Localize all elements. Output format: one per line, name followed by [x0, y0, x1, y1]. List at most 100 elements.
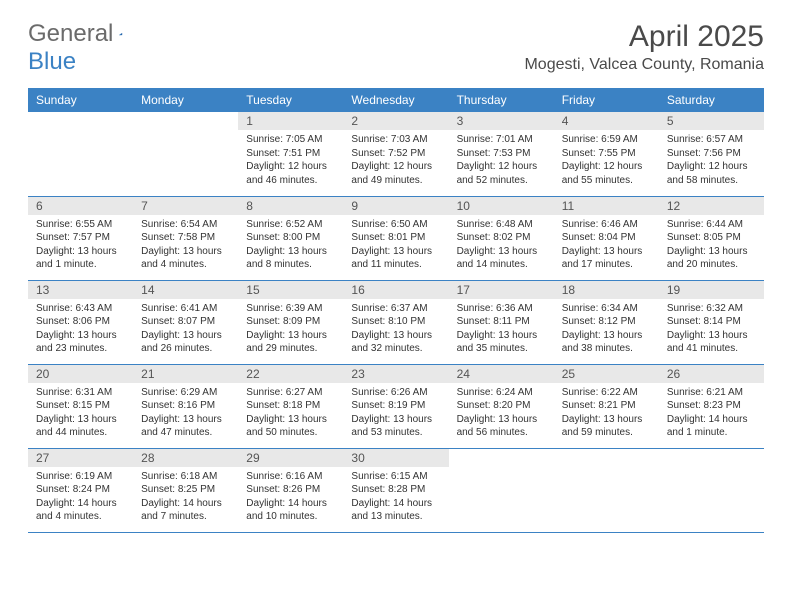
day-number: 28 — [133, 449, 238, 467]
calendar-cell: 7Sunrise: 6:54 AMSunset: 7:58 PMDaylight… — [133, 196, 238, 280]
brand-triangle-icon — [119, 25, 123, 43]
day-content: Sunrise: 6:22 AMSunset: 8:21 PMDaylight:… — [554, 383, 659, 446]
day-number: 20 — [28, 365, 133, 383]
weekday-header: Sunday — [28, 88, 133, 112]
day-number: 4 — [554, 112, 659, 130]
daylight-text: Daylight: 13 hours and 53 minutes. — [351, 413, 440, 440]
calendar-cell: 20Sunrise: 6:31 AMSunset: 8:15 PMDayligh… — [28, 364, 133, 448]
calendar-cell: 9Sunrise: 6:50 AMSunset: 8:01 PMDaylight… — [343, 196, 448, 280]
day-content: Sunrise: 6:15 AMSunset: 8:28 PMDaylight:… — [343, 467, 448, 530]
daylight-text: Daylight: 13 hours and 17 minutes. — [562, 245, 651, 272]
day-content: Sunrise: 6:31 AMSunset: 8:15 PMDaylight:… — [28, 383, 133, 446]
sunset-text: Sunset: 8:09 PM — [246, 315, 335, 329]
daylight-text: Daylight: 13 hours and 8 minutes. — [246, 245, 335, 272]
day-number: 22 — [238, 365, 343, 383]
day-content: Sunrise: 6:29 AMSunset: 8:16 PMDaylight:… — [133, 383, 238, 446]
calendar-cell — [449, 448, 554, 532]
calendar-cell — [28, 112, 133, 196]
calendar-cell: 15Sunrise: 6:39 AMSunset: 8:09 PMDayligh… — [238, 280, 343, 364]
daylight-text: Daylight: 13 hours and 20 minutes. — [667, 245, 756, 272]
sunset-text: Sunset: 7:53 PM — [457, 147, 546, 161]
calendar-cell: 21Sunrise: 6:29 AMSunset: 8:16 PMDayligh… — [133, 364, 238, 448]
calendar-cell: 5Sunrise: 6:57 AMSunset: 7:56 PMDaylight… — [659, 112, 764, 196]
daylight-text: Daylight: 12 hours and 52 minutes. — [457, 160, 546, 187]
day-content: Sunrise: 6:46 AMSunset: 8:04 PMDaylight:… — [554, 215, 659, 278]
sunset-text: Sunset: 8:10 PM — [351, 315, 440, 329]
day-content: Sunrise: 6:16 AMSunset: 8:26 PMDaylight:… — [238, 467, 343, 530]
day-content: Sunrise: 6:57 AMSunset: 7:56 PMDaylight:… — [659, 130, 764, 193]
calendar-cell: 29Sunrise: 6:16 AMSunset: 8:26 PMDayligh… — [238, 448, 343, 532]
weekday-header: Wednesday — [343, 88, 448, 112]
sunset-text: Sunset: 7:51 PM — [246, 147, 335, 161]
sunset-text: Sunset: 8:23 PM — [667, 399, 756, 413]
day-number: 16 — [343, 281, 448, 299]
day-number: 21 — [133, 365, 238, 383]
sunset-text: Sunset: 8:07 PM — [141, 315, 230, 329]
sunrise-text: Sunrise: 6:50 AM — [351, 218, 440, 232]
sunset-text: Sunset: 8:24 PM — [36, 483, 125, 497]
calendar-cell: 8Sunrise: 6:52 AMSunset: 8:00 PMDaylight… — [238, 196, 343, 280]
daylight-text: Daylight: 12 hours and 55 minutes. — [562, 160, 651, 187]
day-number: 11 — [554, 197, 659, 215]
sunrise-text: Sunrise: 6:22 AM — [562, 386, 651, 400]
day-number: 29 — [238, 449, 343, 467]
day-number: 23 — [343, 365, 448, 383]
day-number: 1 — [238, 112, 343, 130]
day-number: 10 — [449, 197, 554, 215]
sunrise-text: Sunrise: 6:43 AM — [36, 302, 125, 316]
day-number: 15 — [238, 281, 343, 299]
sunset-text: Sunset: 8:00 PM — [246, 231, 335, 245]
weekday-header: Thursday — [449, 88, 554, 112]
sunrise-text: Sunrise: 7:03 AM — [351, 133, 440, 147]
calendar-cell: 18Sunrise: 6:34 AMSunset: 8:12 PMDayligh… — [554, 280, 659, 364]
sunrise-text: Sunrise: 6:44 AM — [667, 218, 756, 232]
day-number: 2 — [343, 112, 448, 130]
weekday-header: Tuesday — [238, 88, 343, 112]
sunrise-text: Sunrise: 6:16 AM — [246, 470, 335, 484]
calendar-week-row: 20Sunrise: 6:31 AMSunset: 8:15 PMDayligh… — [28, 364, 764, 448]
day-number: 17 — [449, 281, 554, 299]
calendar-cell: 17Sunrise: 6:36 AMSunset: 8:11 PMDayligh… — [449, 280, 554, 364]
sunset-text: Sunset: 8:20 PM — [457, 399, 546, 413]
calendar-cell — [133, 112, 238, 196]
sunrise-text: Sunrise: 6:15 AM — [351, 470, 440, 484]
day-content: Sunrise: 6:32 AMSunset: 8:14 PMDaylight:… — [659, 299, 764, 362]
day-content: Sunrise: 6:44 AMSunset: 8:05 PMDaylight:… — [659, 215, 764, 278]
sunrise-text: Sunrise: 6:59 AM — [562, 133, 651, 147]
location-label: Mogesti, Valcea County, Romania — [524, 56, 764, 74]
sunrise-text: Sunrise: 6:18 AM — [141, 470, 230, 484]
sunset-text: Sunset: 8:28 PM — [351, 483, 440, 497]
calendar-cell: 19Sunrise: 6:32 AMSunset: 8:14 PMDayligh… — [659, 280, 764, 364]
day-content: Sunrise: 6:18 AMSunset: 8:25 PMDaylight:… — [133, 467, 238, 530]
sunrise-text: Sunrise: 6:26 AM — [351, 386, 440, 400]
daylight-text: Daylight: 13 hours and 26 minutes. — [141, 329, 230, 356]
sunset-text: Sunset: 8:21 PM — [562, 399, 651, 413]
daylight-text: Daylight: 14 hours and 4 minutes. — [36, 497, 125, 524]
day-content: Sunrise: 6:39 AMSunset: 8:09 PMDaylight:… — [238, 299, 343, 362]
day-content: Sunrise: 7:03 AMSunset: 7:52 PMDaylight:… — [343, 130, 448, 193]
day-number: 8 — [238, 197, 343, 215]
day-content: Sunrise: 6:50 AMSunset: 8:01 PMDaylight:… — [343, 215, 448, 278]
sunset-text: Sunset: 7:55 PM — [562, 147, 651, 161]
calendar-cell: 27Sunrise: 6:19 AMSunset: 8:24 PMDayligh… — [28, 448, 133, 532]
day-content: Sunrise: 6:37 AMSunset: 8:10 PMDaylight:… — [343, 299, 448, 362]
day-number: 27 — [28, 449, 133, 467]
sunset-text: Sunset: 8:12 PM — [562, 315, 651, 329]
sunrise-text: Sunrise: 6:48 AM — [457, 218, 546, 232]
sunrise-text: Sunrise: 6:55 AM — [36, 218, 125, 232]
day-number: 19 — [659, 281, 764, 299]
sunrise-text: Sunrise: 6:37 AM — [351, 302, 440, 316]
day-content: Sunrise: 7:05 AMSunset: 7:51 PMDaylight:… — [238, 130, 343, 193]
calendar-cell: 25Sunrise: 6:22 AMSunset: 8:21 PMDayligh… — [554, 364, 659, 448]
calendar-cell: 12Sunrise: 6:44 AMSunset: 8:05 PMDayligh… — [659, 196, 764, 280]
daylight-text: Daylight: 13 hours and 32 minutes. — [351, 329, 440, 356]
calendar-week-row: 13Sunrise: 6:43 AMSunset: 8:06 PMDayligh… — [28, 280, 764, 364]
daylight-text: Daylight: 13 hours and 44 minutes. — [36, 413, 125, 440]
day-number: 13 — [28, 281, 133, 299]
sunset-text: Sunset: 8:02 PM — [457, 231, 546, 245]
day-content: Sunrise: 6:43 AMSunset: 8:06 PMDaylight:… — [28, 299, 133, 362]
daylight-text: Daylight: 14 hours and 1 minute. — [667, 413, 756, 440]
calendar-cell: 14Sunrise: 6:41 AMSunset: 8:07 PMDayligh… — [133, 280, 238, 364]
calendar-cell — [659, 448, 764, 532]
calendar-cell: 6Sunrise: 6:55 AMSunset: 7:57 PMDaylight… — [28, 196, 133, 280]
